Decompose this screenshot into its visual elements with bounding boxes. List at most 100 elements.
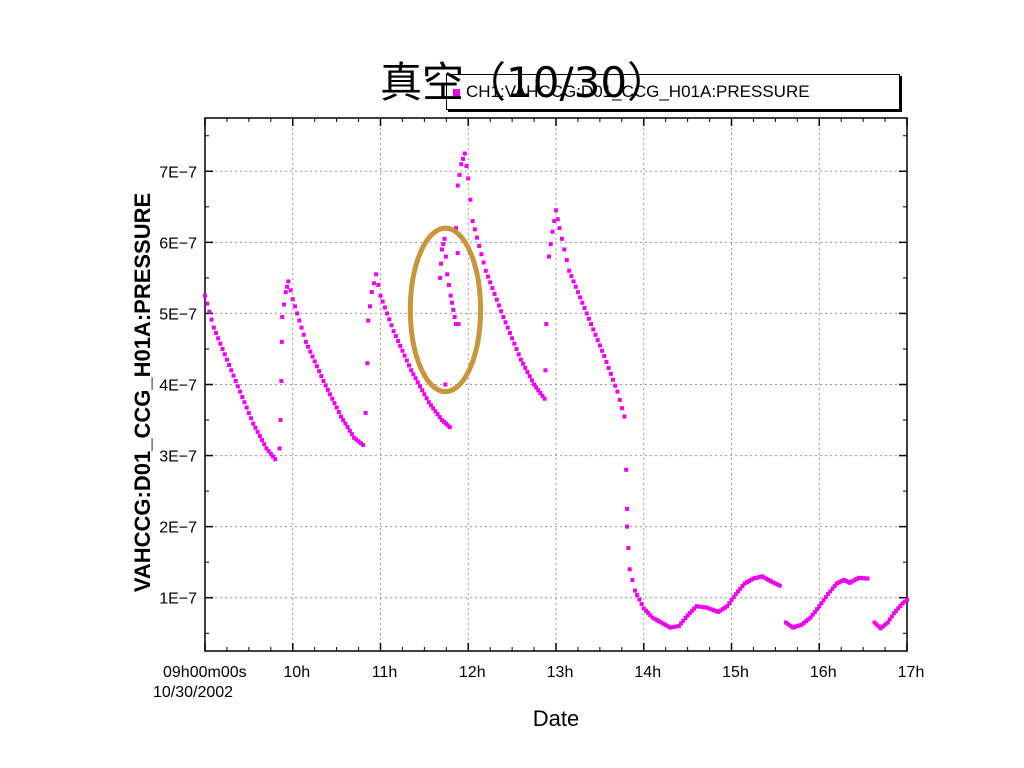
data-point <box>376 283 381 288</box>
data-point <box>477 243 482 248</box>
data-point <box>349 432 354 437</box>
data-point <box>496 303 501 308</box>
data-point <box>557 226 562 231</box>
data-point <box>702 605 707 610</box>
data-point <box>271 454 276 459</box>
data-point <box>804 619 809 624</box>
data-point <box>479 252 484 257</box>
data-point <box>367 304 372 309</box>
data-point <box>207 309 212 314</box>
data-point <box>622 414 627 419</box>
data-point <box>494 297 499 302</box>
data-point <box>639 601 644 606</box>
x-tick-label: 17h <box>898 664 925 681</box>
data-point <box>227 362 232 367</box>
data-point <box>220 346 225 351</box>
data-point <box>525 370 530 375</box>
data-point <box>659 620 664 625</box>
data-point <box>753 575 758 580</box>
data-point <box>330 396 335 401</box>
data-point <box>738 586 743 591</box>
data-point <box>865 576 870 581</box>
chart-title: 真空（10/30） <box>380 58 670 107</box>
data-point <box>564 258 569 263</box>
data-point <box>470 219 475 224</box>
data-point <box>389 323 394 328</box>
data-point <box>450 300 455 305</box>
data-point <box>554 208 558 213</box>
x-tick-label: 16h <box>810 664 837 681</box>
data-point <box>711 608 716 613</box>
data-point <box>229 368 234 373</box>
data-point <box>808 615 813 620</box>
data-point <box>720 607 725 612</box>
data-point <box>336 410 341 415</box>
data-point <box>615 389 620 394</box>
data-point <box>766 578 771 583</box>
data-point <box>443 382 448 387</box>
data-point <box>580 300 585 305</box>
data-point <box>420 388 425 393</box>
data-point <box>641 606 646 611</box>
data-point <box>283 290 288 295</box>
data-point <box>527 374 532 379</box>
data-point <box>387 317 392 322</box>
data-point <box>301 332 306 337</box>
data-point <box>459 162 464 167</box>
data-point <box>521 361 526 366</box>
data-point <box>625 524 630 529</box>
data-point <box>777 583 782 588</box>
data-point <box>415 380 420 385</box>
y-tick-label: 3E−7 <box>159 449 197 466</box>
data-point <box>806 617 811 622</box>
data-point <box>404 358 409 363</box>
data-point <box>637 597 642 602</box>
data-point <box>360 442 365 447</box>
data-point <box>843 578 848 583</box>
data-point <box>295 311 300 316</box>
data-point <box>898 603 903 608</box>
data-point <box>635 593 640 598</box>
data-point <box>205 301 210 306</box>
data-point <box>317 369 322 374</box>
data-point <box>643 608 648 613</box>
data-point <box>771 580 776 585</box>
data-point <box>280 314 285 319</box>
data-point <box>679 621 684 626</box>
data-point <box>762 575 767 580</box>
data-point <box>790 625 795 630</box>
data-point <box>233 378 238 383</box>
data-point <box>447 425 452 430</box>
data-point <box>896 606 901 611</box>
data-point <box>676 624 681 629</box>
data-point <box>569 274 574 279</box>
data-point <box>235 384 240 389</box>
data-point <box>668 625 673 630</box>
data-point <box>856 575 861 580</box>
data-point <box>244 405 249 410</box>
data-point <box>483 268 488 273</box>
data-point <box>492 291 497 296</box>
data-point <box>518 357 523 362</box>
data-point <box>354 437 359 442</box>
data-point <box>861 576 866 581</box>
data-point <box>457 172 462 177</box>
data-point <box>630 577 635 582</box>
data-point <box>507 330 512 335</box>
data-point <box>562 247 567 252</box>
data-point <box>681 618 686 623</box>
data-point <box>797 623 802 628</box>
data-point <box>657 619 662 624</box>
data-point <box>466 176 471 181</box>
data-point <box>727 601 732 606</box>
data-point <box>810 612 815 617</box>
data-point <box>409 368 414 373</box>
data-point <box>674 624 679 629</box>
data-point <box>246 410 251 415</box>
data-point <box>442 236 447 241</box>
data-point <box>624 467 629 472</box>
data-point <box>764 576 769 581</box>
data-point <box>863 576 868 581</box>
data-point <box>356 439 361 444</box>
data-point <box>606 365 611 370</box>
